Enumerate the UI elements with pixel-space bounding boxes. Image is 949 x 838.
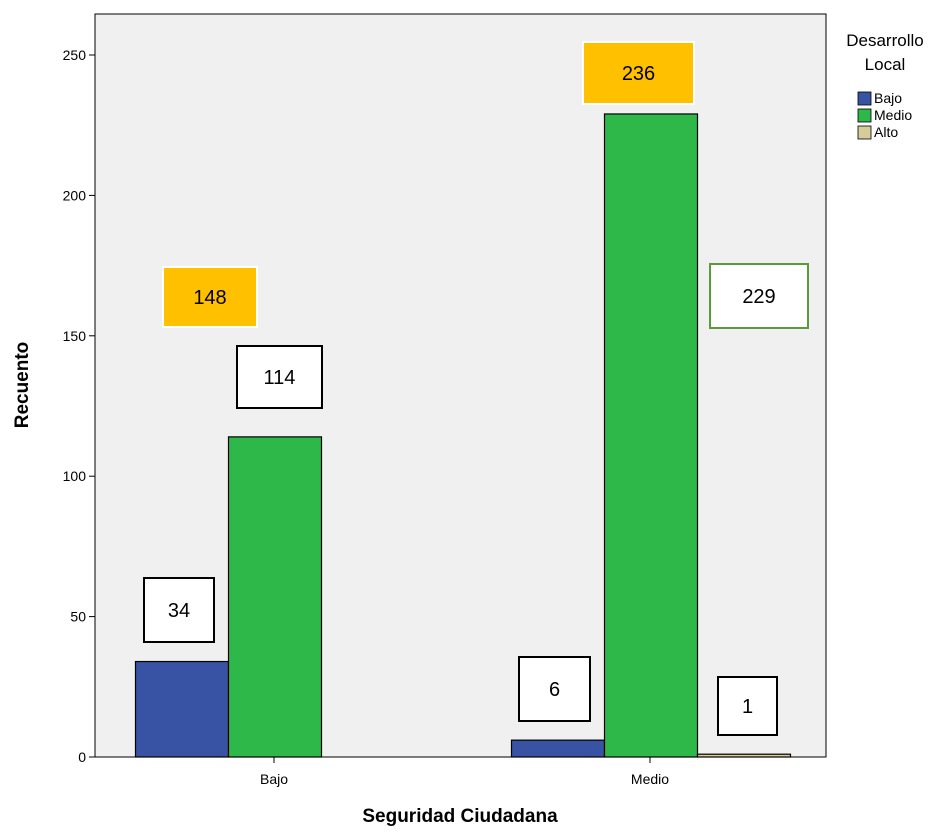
legend-swatch-bajo [857, 91, 872, 106]
callout-box-34 [143, 577, 215, 643]
callout-box-148 [162, 266, 258, 328]
legend-label-alto: Alto [874, 124, 898, 140]
bar-bajo-bajo [134, 660, 230, 758]
y-axis: 0 50 100 150 200 250 [63, 47, 95, 765]
bar-medio-medio [603, 113, 699, 758]
callout-box-236 [582, 41, 695, 105]
callout-label-34: 34 [168, 600, 190, 622]
y-tick-label: 50 [70, 609, 86, 625]
plot-area [94, 13, 827, 758]
legend-swatch-medio [857, 108, 872, 123]
y-axis-title: Recuento [12, 342, 33, 429]
callout-label-229: 229 [742, 286, 775, 308]
legend-title-line-2: Local [865, 55, 906, 74]
bar-bajo-medio [227, 436, 323, 758]
callout-label-114: 114 [264, 367, 296, 389]
callout-label-236: 236 [622, 63, 655, 85]
callout-box-229 [709, 263, 809, 329]
bar-medio-alto [696, 753, 792, 758]
x-tick-label: Bajo [260, 771, 288, 787]
callout-box-1 [717, 676, 778, 736]
y-tick-label: 100 [63, 468, 87, 484]
y-tick-label: 150 [63, 328, 87, 344]
bar-medio-bajo [510, 739, 606, 758]
callout-box-6 [518, 656, 591, 722]
x-axis-title: Seguridad Ciudadana [362, 806, 558, 827]
legend-label-bajo: Bajo [874, 90, 902, 106]
legend-title-line-1: Desarrollo [846, 31, 923, 50]
y-tick-label: 200 [63, 187, 87, 203]
bars [134, 113, 792, 758]
x-tick-label: Medio [631, 771, 669, 787]
callout-label-148: 148 [193, 287, 226, 309]
y-tick-label: 250 [63, 47, 87, 63]
y-tick-label: 0 [78, 749, 86, 765]
callout-label-1: 1 [742, 696, 753, 718]
legend-label-medio: Medio [874, 107, 912, 123]
callout-label-6: 6 [549, 679, 560, 701]
callout-box-114 [236, 345, 323, 409]
callouts: 148 236 114 229 34 6 1 [143, 41, 809, 736]
legend-swatch-alto [857, 125, 872, 140]
x-axis: Bajo Medio [260, 757, 669, 787]
